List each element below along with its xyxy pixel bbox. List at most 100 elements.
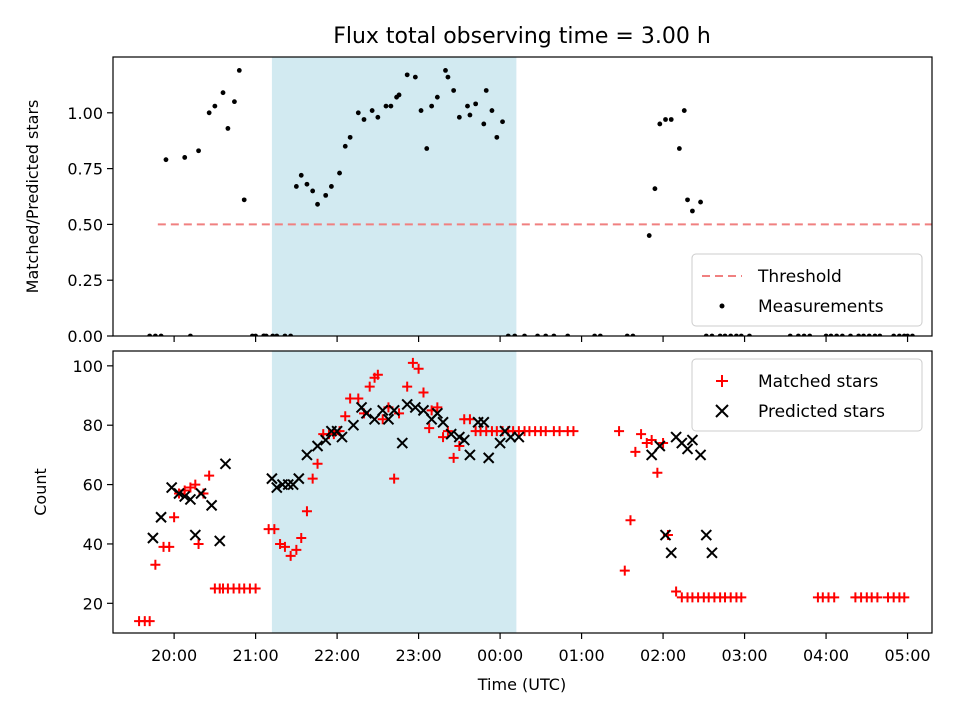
measurement-point	[481, 121, 487, 127]
predicted-star-point	[301, 449, 313, 461]
measurement-point	[304, 181, 310, 187]
matched-star-point	[438, 432, 449, 443]
predicted-star-point	[319, 434, 332, 446]
predicted-star-point	[700, 529, 712, 541]
legend: Threshold Measurements	[691, 253, 923, 327]
predicted-star-point	[401, 398, 413, 411]
legend-label: Predicted stars	[758, 402, 885, 422]
measurement-point	[646, 233, 652, 238]
measurement-point	[383, 103, 389, 109]
measurement-point	[681, 108, 687, 113]
axes-frame	[112, 350, 933, 634]
predicted-star-point	[686, 434, 699, 446]
measurement-point	[369, 108, 375, 113]
measurement-point	[663, 117, 668, 122]
matched-star-point	[364, 381, 375, 392]
matched-star-point	[736, 592, 747, 603]
matched-star-point	[164, 541, 175, 552]
predicted-star-point	[336, 431, 348, 443]
legend-measurement-swatch	[719, 303, 725, 309]
measurement-point	[690, 208, 695, 214]
predicted-star-point	[184, 493, 197, 506]
measurement-point	[465, 103, 470, 109]
legend-box	[691, 358, 923, 432]
matched-star-point	[424, 423, 435, 434]
measurement-point	[163, 157, 169, 163]
predicted-star-point	[282, 478, 294, 491]
measurement-point	[232, 99, 237, 105]
matched-star-point	[144, 616, 155, 627]
predicted-star-point	[665, 547, 677, 559]
observing-window-span	[271, 57, 517, 336]
predicted-star-point	[189, 529, 202, 541]
predicted-star-point	[219, 458, 232, 470]
measurement-point	[225, 126, 231, 131]
predicted-star-point	[431, 407, 444, 420]
measurement-point	[315, 201, 320, 207]
matched-star-point	[652, 467, 663, 478]
predicted-star-point	[645, 449, 658, 461]
matched-star-point	[402, 381, 413, 392]
predicted-star-point	[654, 440, 666, 452]
matched-star-point	[312, 458, 323, 469]
predicted-star-point	[681, 443, 694, 455]
predicted-star-point	[396, 437, 409, 449]
predicted-star-point	[271, 481, 283, 494]
predicted-star-point	[513, 431, 525, 443]
x-tick-label: 05:00	[884, 646, 930, 665]
y-tick-label: 0.00	[67, 327, 103, 346]
y-tick-label: 20	[83, 594, 103, 613]
measurement-point	[361, 117, 367, 122]
matched-star-point	[190, 479, 201, 490]
matched-star-point	[671, 586, 682, 597]
y-tick-label: 0.25	[67, 271, 103, 290]
measurement-point	[483, 88, 489, 93]
x-tick-label: 02:00	[640, 646, 686, 665]
matched-star-point	[296, 533, 307, 544]
matched-star-point	[646, 435, 657, 446]
matched-star-point	[389, 473, 400, 484]
predicted-star-point	[504, 431, 517, 443]
legend-predicted-swatch	[715, 404, 729, 418]
measurement-point	[337, 170, 342, 176]
x-tick-label: 03:00	[722, 646, 768, 665]
y-tick-label: 1.00	[67, 104, 103, 123]
matched-star-point	[464, 414, 475, 425]
measurement-point	[323, 192, 329, 198]
measurement-point	[467, 112, 473, 118]
measurement-point	[388, 103, 394, 109]
matched-star-point	[407, 357, 418, 368]
matched-star-point	[636, 429, 647, 440]
measurement-point	[241, 197, 247, 203]
legend: Matched stars Predicted stars	[691, 358, 923, 432]
y-tick-label: 60	[83, 476, 103, 495]
axes-frame	[112, 56, 933, 337]
measurement-point	[445, 74, 451, 80]
measurement-point	[298, 172, 304, 178]
measurement-point	[412, 74, 418, 80]
predicted-star-point	[179, 490, 191, 503]
measurement-point	[396, 92, 402, 98]
measurement-point	[293, 184, 299, 189]
measurement-point	[489, 108, 495, 113]
predicted-star-point	[478, 416, 490, 428]
y-tick-label: 40	[83, 535, 103, 554]
matched-star-point	[448, 452, 459, 463]
measurement-point	[676, 146, 682, 151]
measurement-point	[698, 199, 703, 205]
matched-star-point	[307, 473, 318, 484]
matched-star-point	[899, 592, 910, 603]
matched-star-point	[377, 414, 388, 425]
predicted-star-point	[417, 404, 430, 417]
measurement-point	[685, 197, 690, 203]
y-tick-label: 100	[72, 357, 103, 376]
x-axis-label: Time (UTC)	[477, 675, 566, 694]
x-tick-label: 23:00	[396, 646, 442, 665]
matched-star-point	[872, 592, 883, 603]
predicted-star-point	[659, 529, 672, 541]
matched-star-point	[301, 506, 312, 517]
predicted-star-point	[409, 401, 422, 414]
measurement-point	[500, 119, 505, 125]
predicted-star-point	[694, 449, 707, 461]
